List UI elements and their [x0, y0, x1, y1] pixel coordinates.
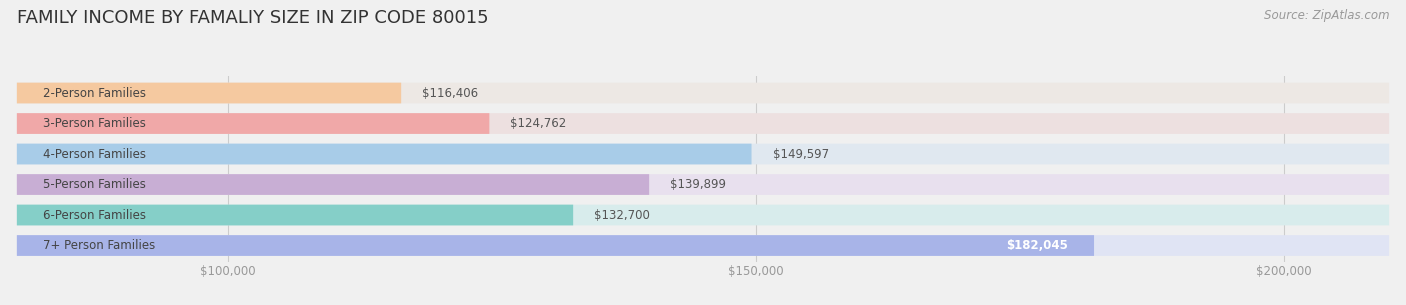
- Text: Source: ZipAtlas.com: Source: ZipAtlas.com: [1264, 9, 1389, 22]
- Text: $149,597: $149,597: [773, 148, 828, 160]
- Text: 6-Person Families: 6-Person Families: [44, 209, 146, 221]
- Text: $124,762: $124,762: [510, 117, 567, 130]
- FancyBboxPatch shape: [17, 174, 1389, 195]
- FancyBboxPatch shape: [17, 113, 489, 134]
- FancyBboxPatch shape: [17, 113, 1389, 134]
- Text: 7+ Person Families: 7+ Person Families: [44, 239, 156, 252]
- Text: $182,045: $182,045: [1005, 239, 1067, 252]
- FancyBboxPatch shape: [17, 144, 1389, 164]
- Text: 5-Person Families: 5-Person Families: [44, 178, 146, 191]
- FancyBboxPatch shape: [17, 83, 1389, 103]
- Text: 4-Person Families: 4-Person Families: [44, 148, 146, 160]
- FancyBboxPatch shape: [17, 83, 401, 103]
- FancyBboxPatch shape: [17, 235, 1094, 256]
- FancyBboxPatch shape: [17, 144, 752, 164]
- FancyBboxPatch shape: [17, 205, 574, 225]
- FancyBboxPatch shape: [17, 235, 1389, 256]
- Text: $116,406: $116,406: [422, 87, 478, 99]
- Text: 3-Person Families: 3-Person Families: [44, 117, 146, 130]
- Text: FAMILY INCOME BY FAMALIY SIZE IN ZIP CODE 80015: FAMILY INCOME BY FAMALIY SIZE IN ZIP COD…: [17, 9, 488, 27]
- FancyBboxPatch shape: [17, 174, 650, 195]
- Text: 2-Person Families: 2-Person Families: [44, 87, 146, 99]
- Text: $132,700: $132,700: [595, 209, 650, 221]
- FancyBboxPatch shape: [17, 205, 1389, 225]
- Text: $139,899: $139,899: [671, 178, 727, 191]
